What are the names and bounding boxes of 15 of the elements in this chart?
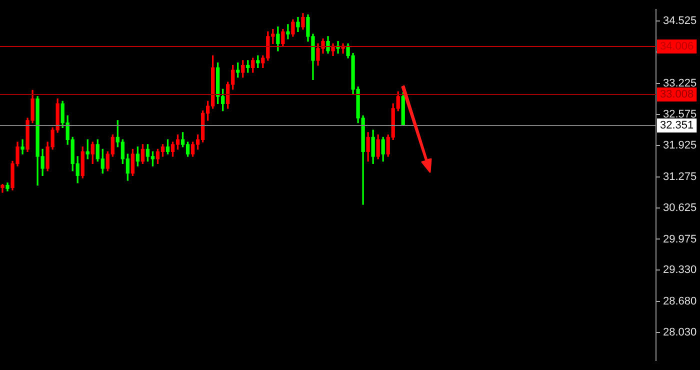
y-tick-label: 29.975 xyxy=(663,233,697,246)
y-tick-label: 33.225 xyxy=(663,77,697,90)
y-tick-label: 34.525 xyxy=(663,14,697,27)
y-tick-label: 28.680 xyxy=(663,295,697,308)
candlestick xyxy=(286,24,290,40)
y-tick-label: 31.275 xyxy=(663,170,697,183)
ref-line-label: 33.008 xyxy=(660,88,694,101)
y-tick-label: 32.575 xyxy=(663,108,697,120)
ref-line-label: 34.006 xyxy=(660,40,694,53)
y-tick-label: 30.625 xyxy=(663,202,697,214)
y-tick-label: 28.030 xyxy=(663,326,697,339)
ref-line-label: 32.351 xyxy=(660,120,694,132)
y-tick-label: 31.925 xyxy=(663,140,697,152)
y-tick-label: 29.330 xyxy=(663,264,697,276)
candlestick xyxy=(20,139,24,154)
